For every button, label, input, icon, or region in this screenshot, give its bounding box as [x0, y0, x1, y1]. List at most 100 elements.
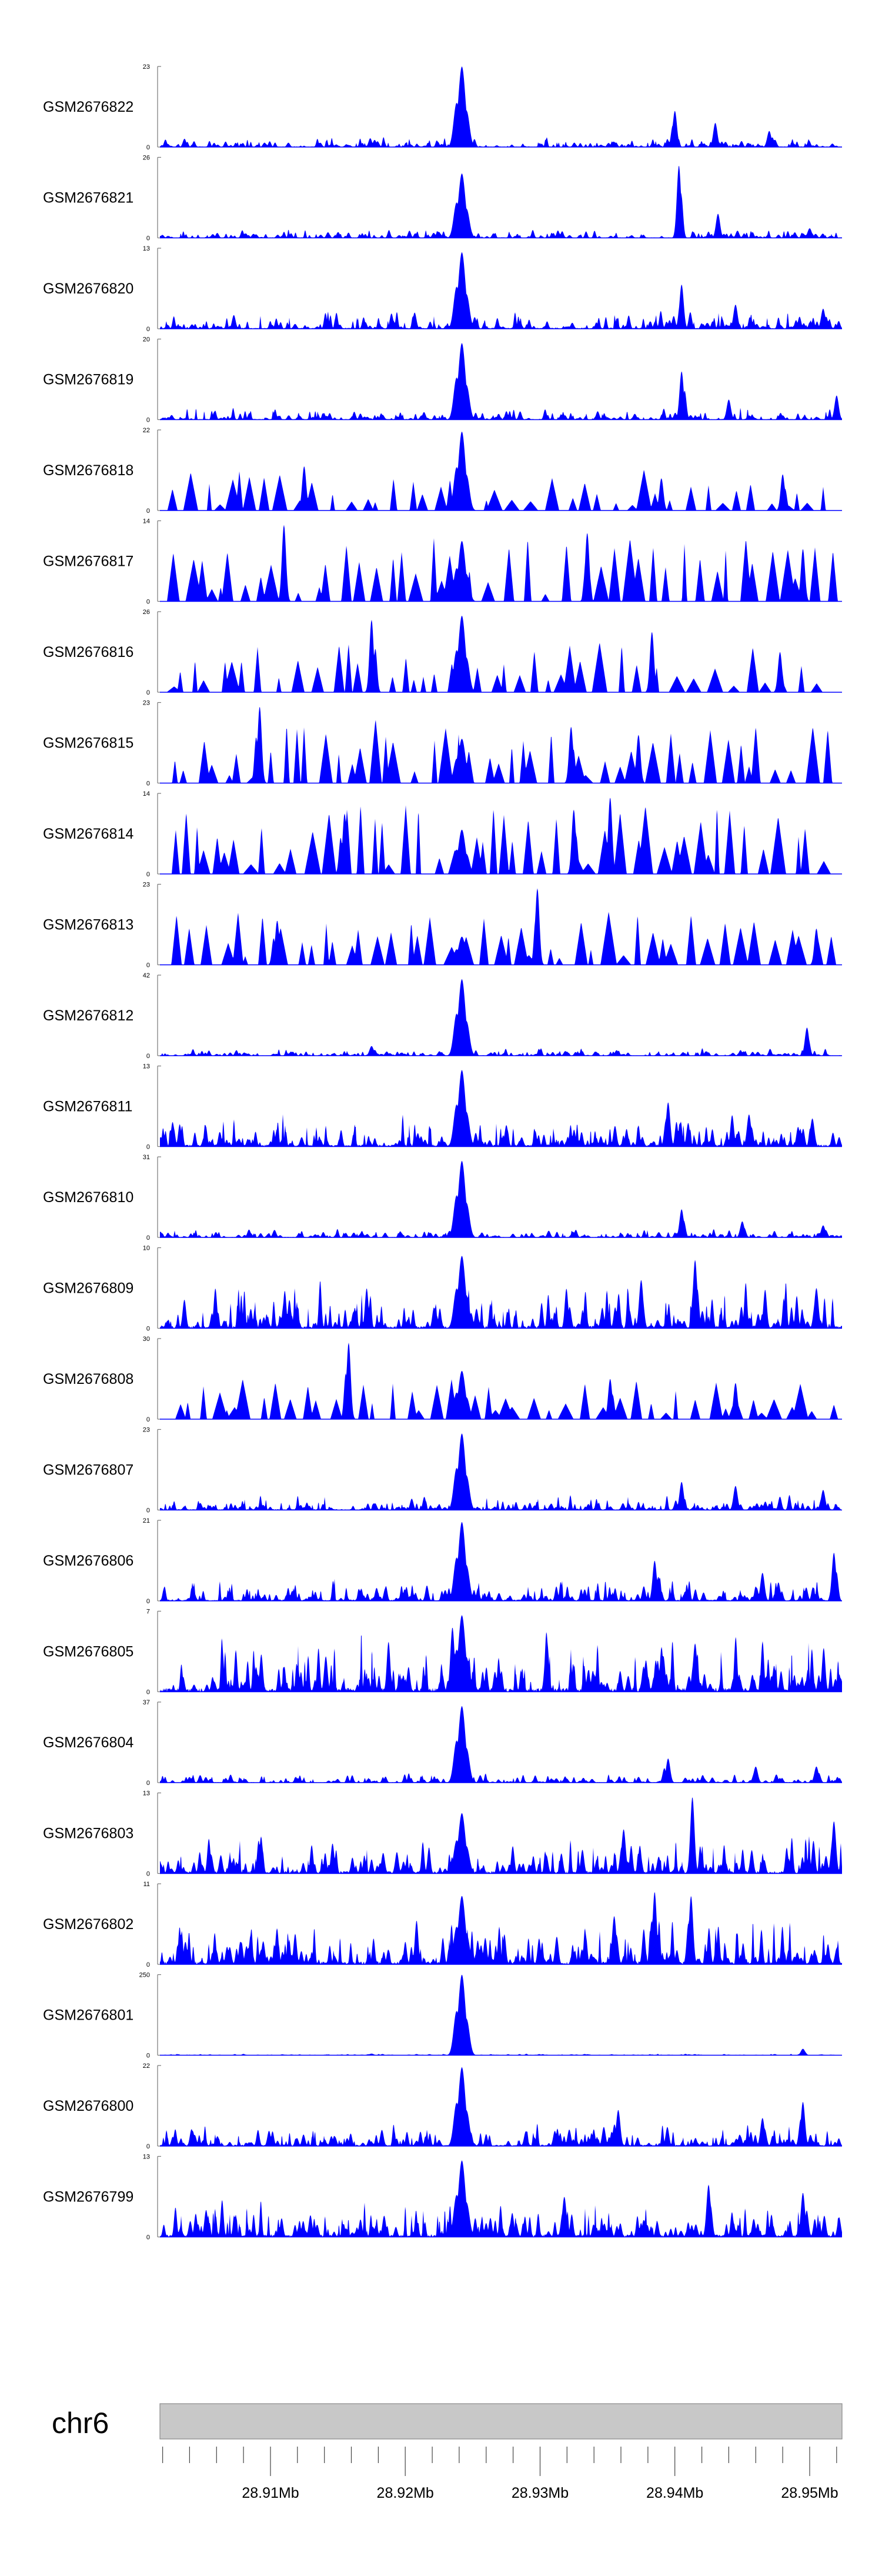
track-label: GSM2676800: [43, 2098, 133, 2114]
track: GSM2676820 13 0: [43, 245, 842, 333]
track-panel: GSM2676822230GSM2676821260GSM2676820130G…: [43, 64, 842, 2241]
track: GSM2676803 13 0: [43, 1790, 842, 1878]
signal-area: [160, 707, 842, 783]
signal-area: [160, 979, 842, 1056]
chromosome-ideogram-bar: [159, 2403, 843, 2440]
track: GSM2676818 22 0: [43, 427, 842, 515]
track-label: GSM2676799: [43, 2189, 133, 2205]
track: GSM2676822 23 0: [43, 64, 842, 151]
track-min-label: 0: [146, 2053, 150, 2060]
ruler-tick-label: 28.94Mb: [646, 2485, 703, 2501]
track: GSM2676806 21 0: [43, 1517, 842, 1605]
chromosome-ruler: chr6 28.91Mb 28.92Mb 28.93Mb 28.94Mb 28.95Mb: [52, 2403, 843, 2501]
track-max-label: 250: [139, 1972, 150, 1979]
track: GSM2676814 14 0: [43, 790, 842, 878]
track-max-label: 42: [143, 972, 150, 979]
track-min-label: 0: [146, 689, 150, 696]
signal-area: [160, 1615, 842, 1692]
track-max-label: 21: [143, 1517, 150, 1524]
signal-area: [160, 1256, 842, 1329]
track-min-label: 0: [146, 326, 150, 333]
track-label: GSM2676812: [43, 1007, 133, 1024]
signal-area: [160, 798, 842, 874]
track-min-label: 0: [146, 871, 150, 878]
track-label: GSM2676806: [43, 1553, 133, 1569]
track-max-label: 26: [143, 609, 150, 616]
track-label: GSM2676814: [43, 826, 133, 842]
track-label: GSM2676818: [43, 462, 133, 479]
track-max-label: 7: [146, 1609, 150, 1616]
signal-area: [160, 2067, 842, 2146]
track: GSM2676810 31 0: [43, 1154, 842, 1242]
signal-area: [160, 1892, 842, 1964]
ruler-ticks: [162, 2447, 837, 2476]
signal-area: [160, 525, 842, 602]
track-max-label: 20: [143, 336, 150, 343]
track: GSM2676799 13 0: [43, 2154, 842, 2241]
track: GSM2676801 250 0: [43, 1972, 842, 2060]
track: GSM2676802 11 0: [43, 1881, 842, 1968]
track-label: GSM2676804: [43, 1734, 133, 1751]
track-min-label: 0: [146, 1053, 150, 1060]
track-label: GSM2676817: [43, 553, 133, 570]
signal-area: [160, 1706, 842, 1783]
track: GSM2676812 42 0: [43, 972, 842, 1060]
track-min-label: 0: [146, 508, 150, 515]
track: GSM2676804 37 0: [43, 1699, 842, 1787]
track-max-label: 13: [143, 2154, 150, 2161]
signal-area: [160, 616, 842, 692]
track-label: GSM2676802: [43, 1916, 133, 1933]
signal-area: [160, 1342, 842, 1419]
track-min-label: 0: [146, 1961, 150, 1968]
track-max-label: 23: [143, 1427, 150, 1434]
track-max-label: 14: [143, 790, 150, 798]
signal-area: [160, 166, 842, 238]
track: GSM2676811 13 0: [43, 1063, 842, 1151]
track: GSM2676805 7 0: [43, 1609, 842, 1696]
track-max-label: 14: [143, 518, 150, 525]
track: GSM2676807 23 0: [43, 1427, 842, 1514]
track-label: GSM2676803: [43, 1826, 133, 1842]
track-max-label: 13: [143, 1790, 150, 1797]
track-label: GSM2676821: [43, 190, 133, 206]
track-min-label: 0: [146, 2143, 150, 2150]
track-min-label: 0: [146, 144, 150, 151]
track-label: GSM2676816: [43, 644, 133, 660]
ruler-tick-label: 28.92Mb: [377, 2485, 434, 2501]
track-label: GSM2676811: [43, 1099, 132, 1115]
track: GSM2676800 22 0: [43, 2063, 842, 2150]
track-min-label: 0: [146, 962, 150, 969]
signal-area: [160, 1161, 842, 1237]
track: GSM2676815 23 0: [43, 700, 842, 788]
signal-area: [160, 252, 842, 329]
track-min-label: 0: [146, 2234, 150, 2241]
track-min-label: 0: [146, 1689, 150, 1696]
ruler-tick-label: 28.91Mb: [242, 2485, 299, 2501]
track-max-label: 13: [143, 245, 150, 252]
track-max-label: 22: [143, 427, 150, 434]
track-min-label: 0: [146, 1234, 150, 1242]
track: GSM2676819 20 0: [43, 336, 842, 424]
chromosome-label: chr6: [52, 2407, 109, 2440]
track-max-label: 23: [143, 882, 150, 889]
track-min-label: 0: [146, 1871, 150, 1878]
track-label: GSM2676801: [43, 2007, 133, 2024]
track-label: GSM2676809: [43, 1280, 133, 1297]
track-label: GSM2676813: [43, 917, 133, 933]
track: GSM2676813 23 0: [43, 882, 842, 969]
track-min-label: 0: [146, 599, 150, 606]
track-max-label: 11: [143, 1881, 150, 1888]
track-max-label: 13: [143, 1063, 150, 1070]
track: GSM2676809 10 0: [43, 1245, 842, 1333]
track: GSM2676808 30 0: [43, 1336, 842, 1423]
ruler-tick-labels: 28.91Mb 28.92Mb 28.93Mb 28.94Mb 28.95Mb: [242, 2485, 838, 2501]
ruler-tick-label: 28.93Mb: [512, 2485, 569, 2501]
track-max-label: 30: [143, 1336, 150, 1343]
track-label: GSM2676819: [43, 372, 133, 388]
track-max-label: 26: [143, 155, 150, 162]
track-label: GSM2676822: [43, 99, 133, 115]
track-max-label: 37: [143, 1699, 150, 1706]
signal-area: [160, 2160, 842, 2237]
track-min-label: 0: [146, 1780, 150, 1787]
